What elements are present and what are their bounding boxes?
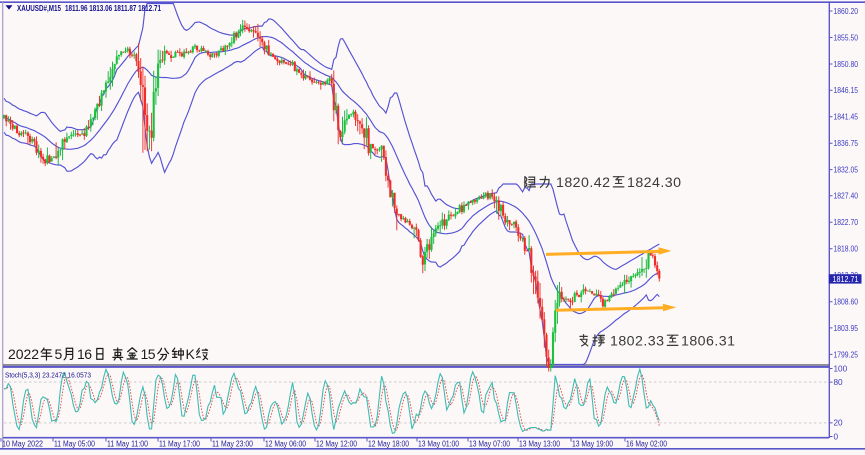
svg-text:1806.31: 1806.31 [681, 334, 735, 350]
svg-text:0: 0 [834, 432, 839, 441]
svg-text:100: 100 [834, 364, 848, 373]
svg-text:13 May 07:00: 13 May 07:00 [469, 440, 511, 449]
svg-text:1841.45: 1841.45 [834, 113, 859, 122]
svg-text:12 May 12:00: 12 May 12:00 [316, 440, 358, 449]
svg-text:1808.60: 1808.60 [834, 298, 859, 307]
svg-text:11 May 23:00: 11 May 23:00 [212, 440, 254, 449]
svg-text:1811.96 1813.06 1811.87 1812.7: 1811.96 1813.06 1811.87 1812.71 [65, 4, 161, 13]
svg-text:1827.40: 1827.40 [834, 192, 859, 201]
svg-text:1803.95: 1803.95 [834, 324, 859, 333]
svg-text:16 May 02:00: 16 May 02:00 [626, 440, 668, 449]
svg-text:12 May 06:00: 12 May 06:00 [265, 440, 307, 449]
svg-text:2022: 2022 [8, 346, 39, 362]
svg-text:11 May 17:00: 11 May 17:00 [159, 440, 201, 449]
svg-text:1850.80: 1850.80 [834, 60, 859, 69]
svg-text:11 May 11:00: 11 May 11:00 [107, 440, 149, 449]
svg-text:13 May 13:00: 13 May 13:00 [519, 440, 561, 449]
svg-text:10 May 2022: 10 May 2022 [2, 440, 43, 449]
svg-text:12 May 18:00: 12 May 18:00 [368, 440, 410, 449]
svg-text:20: 20 [834, 419, 844, 428]
svg-text:1824.30: 1824.30 [627, 175, 681, 191]
svg-text:1855.50: 1855.50 [834, 33, 859, 42]
svg-text:K: K [186, 346, 196, 362]
svg-text:1799.25: 1799.25 [834, 350, 859, 359]
svg-text:1860.20: 1860.20 [834, 7, 859, 16]
svg-text:1846.15: 1846.15 [834, 86, 859, 95]
svg-text:1822.70: 1822.70 [834, 218, 859, 227]
svg-text:1818.00: 1818.00 [834, 245, 859, 254]
svg-text:1802.33: 1802.33 [610, 334, 664, 350]
svg-text:15: 15 [141, 346, 156, 362]
svg-text:Stoch(5,3,3) 23.2472 16.0573: Stoch(5,3,3) 23.2472 16.0573 [5, 371, 91, 380]
svg-text:80: 80 [834, 378, 844, 387]
svg-text:1820.42: 1820.42 [556, 175, 610, 191]
svg-text:1812.71: 1812.71 [833, 275, 859, 284]
svg-text:5: 5 [55, 346, 63, 362]
svg-text:XAUUSD#,M15: XAUUSD#,M15 [17, 4, 61, 13]
svg-text:1836.75: 1836.75 [834, 139, 859, 148]
svg-text:11 May 05:00: 11 May 05:00 [54, 440, 96, 449]
svg-text:13 May 19:00: 13 May 19:00 [572, 440, 614, 449]
svg-text:1832.05: 1832.05 [834, 166, 859, 175]
svg-text:16: 16 [77, 346, 92, 362]
svg-text:13 May 01:00: 13 May 01:00 [418, 440, 460, 449]
